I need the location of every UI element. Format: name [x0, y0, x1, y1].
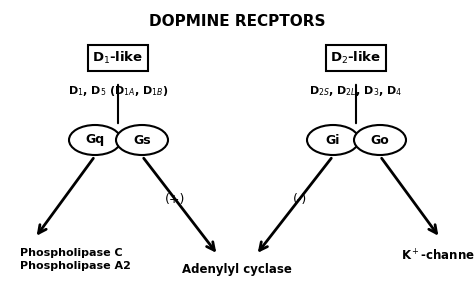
Text: K$^+$-channel: K$^+$-channel [401, 248, 474, 263]
Text: D$_{2S}$, D$_{2L}$, D$_3$, D$_4$: D$_{2S}$, D$_{2L}$, D$_3$, D$_4$ [310, 84, 402, 98]
Text: Gi: Gi [326, 133, 340, 146]
Text: D$_2$-like: D$_2$-like [330, 50, 382, 66]
Text: Phospholipase C
Phospholipase A2: Phospholipase C Phospholipase A2 [20, 248, 131, 271]
Text: (+): (+) [165, 193, 185, 206]
Ellipse shape [116, 125, 168, 155]
Text: Gq: Gq [85, 133, 105, 146]
Text: D$_1$, D$_5$ (D$_{1A}$, D$_{1B}$): D$_1$, D$_5$ (D$_{1A}$, D$_{1B}$) [68, 84, 168, 98]
Text: Gs: Gs [133, 133, 151, 146]
Text: DOPMINE RECPTORS: DOPMINE RECPTORS [149, 14, 325, 29]
Ellipse shape [354, 125, 406, 155]
Text: (-): (-) [293, 193, 307, 206]
Text: Go: Go [371, 133, 389, 146]
Ellipse shape [307, 125, 359, 155]
Ellipse shape [69, 125, 121, 155]
Text: D$_1$-like: D$_1$-like [92, 50, 144, 66]
Text: Adenylyl cyclase: Adenylyl cyclase [182, 263, 292, 276]
